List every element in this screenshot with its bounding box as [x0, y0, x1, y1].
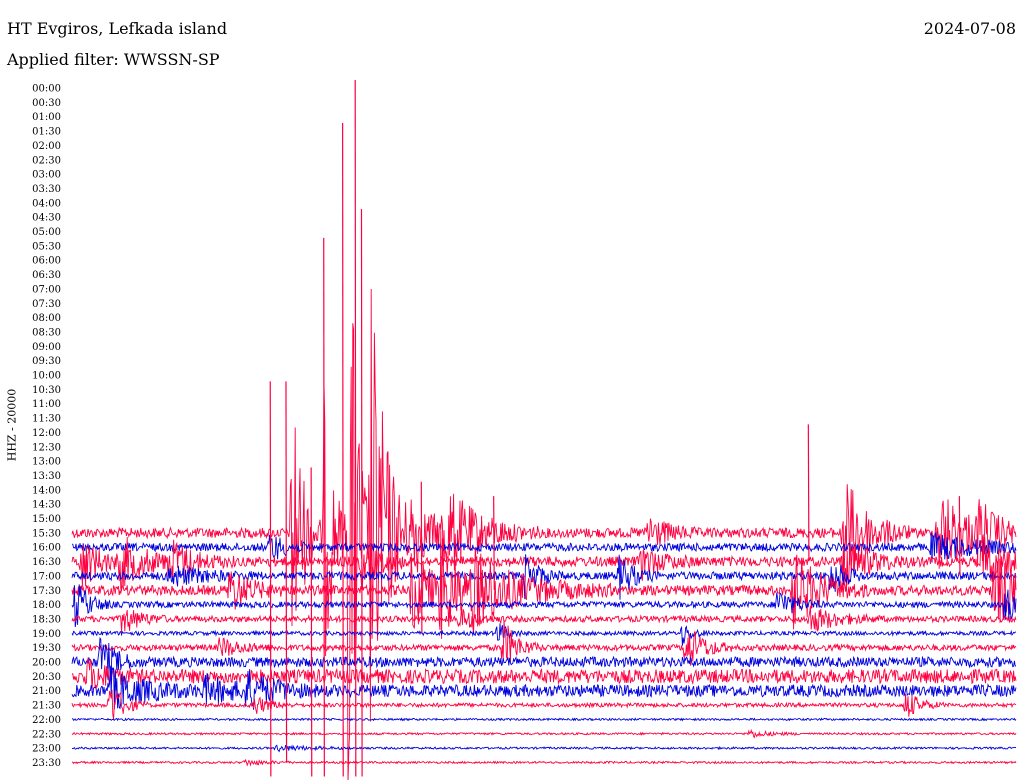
spike-8: [420, 481, 423, 633]
tick-label-1900: 19:00: [32, 629, 61, 640]
tick-label-2200: 22:00: [32, 715, 61, 726]
tick-label-0600: 06:00: [32, 256, 61, 267]
tick-label-0900: 09:00: [32, 342, 61, 353]
tick-label-1130: 11:30: [32, 414, 61, 425]
tick-label-0130: 01:30: [32, 127, 61, 138]
tick-label-0700: 07:00: [32, 284, 61, 295]
tick-label-0200: 02:00: [32, 141, 61, 152]
spike-10: [807, 424, 810, 562]
trace-1600: [71, 531, 1017, 563]
tick-label-1000: 10:00: [32, 371, 61, 382]
spike-11: [958, 496, 961, 576]
tick-label-1100: 11:00: [32, 399, 61, 410]
tick-label-0330: 03:30: [32, 184, 61, 195]
tick-label-1930: 19:30: [32, 643, 61, 654]
spike-6: [354, 79, 357, 777]
tick-label-2300: 23:00: [32, 744, 61, 755]
tick-label-1700: 17:00: [32, 571, 61, 582]
trace-2000: [71, 637, 1017, 680]
tick-label-1830: 18:30: [32, 614, 61, 625]
tick-label-0030: 00:30: [32, 98, 61, 109]
trace-2200: [71, 717, 1017, 722]
tick-label-1030: 10:30: [32, 385, 61, 396]
tick-label-1400: 14:00: [32, 485, 61, 496]
tick-label-1200: 12:00: [32, 428, 61, 439]
tick-label-0400: 04:00: [32, 198, 61, 209]
trace-2300: [71, 744, 1017, 753]
tick-label-1330: 13:30: [32, 471, 61, 482]
tick-label-2100: 21:00: [32, 686, 61, 697]
tick-label-0500: 05:00: [32, 227, 61, 238]
tick-label-1800: 18:00: [32, 600, 61, 611]
tick-label-1730: 17:30: [32, 586, 61, 597]
tick-label-0930: 09:30: [32, 356, 61, 367]
trace-1630: [71, 535, 1017, 592]
filter-label: Applied filter: WWSSN-SP: [7, 50, 220, 69]
trace-2230: [71, 728, 1017, 739]
tick-label-0730: 07:30: [32, 299, 61, 310]
trace-1930: [71, 619, 1017, 666]
spike-4: [323, 237, 325, 777]
tick-label-1230: 12:30: [32, 442, 61, 453]
trace-2030: [71, 656, 1017, 693]
tick-label-2000: 20:00: [32, 658, 61, 669]
spike-3: [310, 467, 313, 777]
tick-label-1630: 16:30: [32, 557, 61, 568]
spike-7: [360, 209, 363, 777]
tick-label-1500: 15:00: [32, 514, 61, 525]
trace-1530: [71, 288, 1017, 780]
tick-label-0430: 04:30: [32, 213, 61, 224]
tick-label-1530: 15:30: [32, 528, 61, 539]
tick-label-0000: 00:00: [32, 84, 61, 95]
tick-label-2230: 22:30: [32, 729, 61, 740]
tick-label-2330: 23:30: [32, 758, 61, 769]
tick-label-0800: 08:00: [32, 313, 61, 324]
tick-label-0830: 08:30: [32, 327, 61, 338]
tick-label-2030: 20:30: [32, 672, 61, 683]
spike-2: [285, 381, 288, 763]
trace-1900: [71, 623, 1017, 646]
tick-label-0230: 02:30: [32, 155, 61, 166]
seismic-spikes: [269, 79, 961, 777]
spike-5: [342, 123, 344, 777]
tick-label-2130: 21:30: [32, 701, 61, 712]
tick-label-0300: 03:00: [32, 170, 61, 181]
trace-1830: [71, 606, 1017, 633]
tick-label-0100: 01:00: [32, 112, 61, 123]
tick-label-0630: 06:30: [32, 270, 61, 281]
trace-1800: [71, 584, 1017, 628]
spike-1: [269, 381, 272, 777]
time-tick-labels: 00:00 00:30 01:00 01:30 02:00 02:30 03:00 03:30…: [32, 84, 61, 769]
seismic-traces: [71, 288, 1017, 780]
tick-label-1300: 13:00: [32, 457, 61, 468]
trace-2100: [71, 665, 1017, 710]
trace-2330: [71, 758, 1017, 767]
trace-1730: [71, 530, 1017, 639]
date-label: 2024-07-08: [923, 19, 1016, 38]
spike-9: [493, 496, 495, 590]
tick-label-0530: 05:30: [32, 241, 61, 252]
station-title: HT Evgiros, Lefkada island: [7, 19, 228, 38]
tick-label-1430: 14:30: [32, 500, 61, 511]
tick-label-1600: 16:00: [32, 543, 61, 554]
trace-2130: [71, 689, 1017, 720]
